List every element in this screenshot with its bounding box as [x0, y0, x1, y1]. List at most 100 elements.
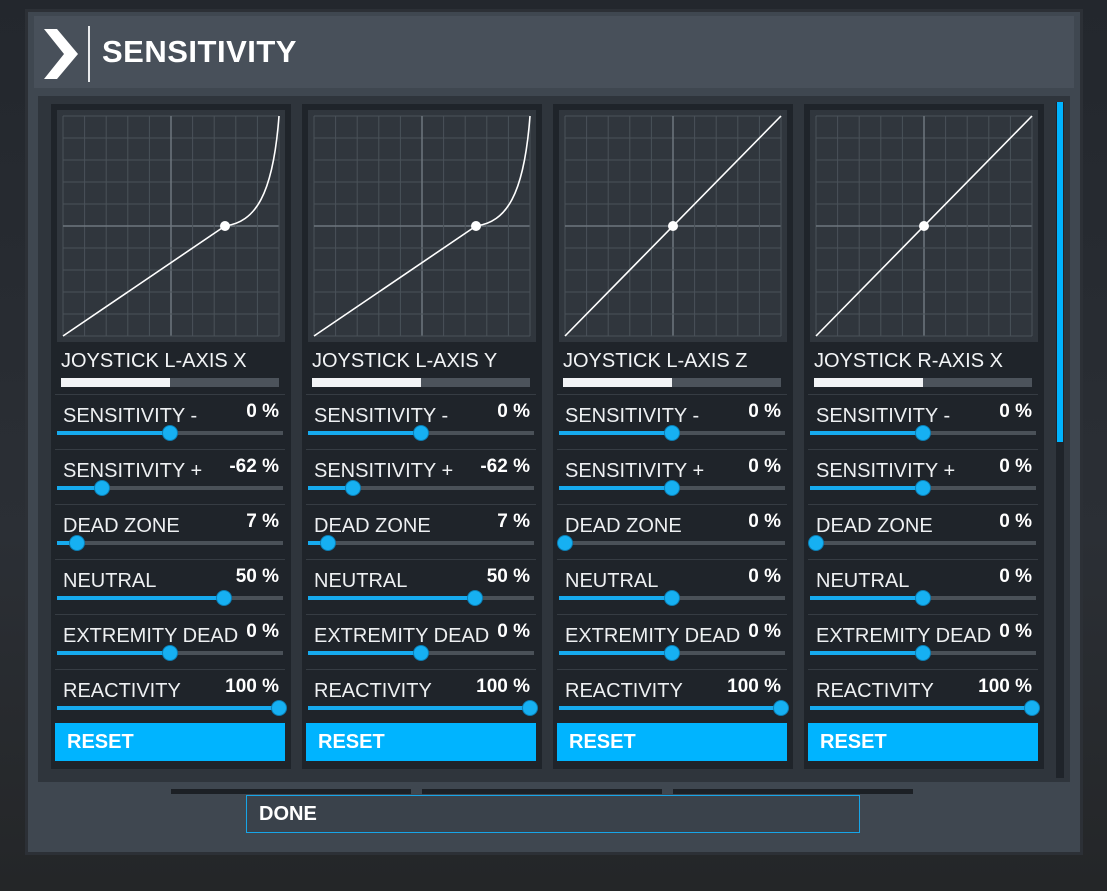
- setting-value: 0 %: [997, 511, 1032, 533]
- setting-row-sensitivity-minus[interactable]: SENSITIVITY - 0 %: [808, 394, 1038, 449]
- setting-value: 50 %: [484, 566, 530, 588]
- axis-input-bar: [563, 378, 781, 387]
- slider-handle[interactable]: [414, 426, 428, 440]
- setting-label: SENSITIVITY +: [314, 460, 454, 482]
- setting-row-reactivity[interactable]: REACTIVITY 100 %: [306, 669, 537, 724]
- setting-row-dead-zone[interactable]: DEAD ZONE 7 %: [55, 504, 285, 559]
- done-button[interactable]: DONE: [246, 795, 860, 833]
- setting-row-sensitivity-plus[interactable]: SENSITIVITY + 0 %: [557, 449, 787, 504]
- page-indicator[interactable]: [171, 789, 411, 794]
- slider-handle[interactable]: [665, 481, 679, 495]
- slider-track[interactable]: [810, 541, 1036, 545]
- slider-track[interactable]: [559, 541, 785, 545]
- slider-handle[interactable]: [916, 591, 930, 605]
- slider-handle[interactable]: [95, 481, 110, 495]
- slider-track[interactable]: [308, 706, 534, 710]
- setting-label: DEAD ZONE: [314, 515, 431, 537]
- slider-handle[interactable]: [523, 701, 537, 715]
- setting-row-reactivity[interactable]: REACTIVITY 100 %: [557, 669, 788, 724]
- slider-handle[interactable]: [665, 591, 679, 605]
- setting-label: SENSITIVITY -: [63, 405, 198, 427]
- setting-row-sensitivity-minus[interactable]: SENSITIVITY - 0 %: [306, 394, 536, 449]
- chevron-right-icon: [44, 29, 78, 79]
- slider-handle[interactable]: [665, 426, 679, 440]
- setting-row-dead-zone[interactable]: DEAD ZONE 7 %: [306, 504, 536, 559]
- setting-value: 0 %: [997, 456, 1032, 478]
- setting-row-neutral[interactable]: NEUTRAL 50 %: [55, 559, 285, 614]
- reset-button[interactable]: RESET: [306, 723, 536, 761]
- slider-handle[interactable]: [558, 536, 572, 550]
- axis-column: JOYSTICK R-AXIS X SENSITIVITY -0 % SENSITI…: [804, 104, 1044, 769]
- slider-track[interactable]: [57, 486, 283, 490]
- setting-row-neutral[interactable]: NEUTRAL 50 %: [306, 559, 536, 614]
- setting-value: 0 %: [495, 621, 530, 643]
- slider-fill: [810, 706, 1036, 710]
- setting-label: EXTREMITY DEAD ZONE: [314, 625, 494, 647]
- vertical-scrollbar[interactable]: [1056, 102, 1064, 778]
- slider-fill: [810, 651, 923, 655]
- reset-button[interactable]: RESET: [557, 723, 787, 761]
- slider-handle[interactable]: [163, 426, 177, 440]
- axis-column: JOYSTICK L-AXIS Y SENSITIVITY -0 % SENSITI…: [302, 104, 542, 769]
- reset-button[interactable]: RESET: [808, 723, 1038, 761]
- setting-row-sensitivity-minus[interactable]: SENSITIVITY - 0 %: [557, 394, 787, 449]
- slider-fill: [57, 486, 103, 490]
- slider-handle[interactable]: [468, 591, 483, 605]
- setting-row-dead-zone[interactable]: DEAD ZONE 0 %: [557, 504, 787, 559]
- dialog-header: SENSITIVITY: [34, 16, 1074, 88]
- setting-value: -62 %: [478, 456, 530, 478]
- response-curve-graph: [308, 110, 536, 342]
- slider-fill: [308, 651, 421, 655]
- slider-track[interactable]: [57, 541, 283, 545]
- setting-row-dead-zone[interactable]: DEAD ZONE 0 %: [808, 504, 1038, 559]
- slider-track[interactable]: [308, 596, 534, 600]
- setting-label: NEUTRAL: [63, 570, 157, 592]
- setting-row-neutral[interactable]: NEUTRAL 0 %: [808, 559, 1038, 614]
- slider-handle[interactable]: [346, 481, 361, 495]
- setting-row-sensitivity-plus[interactable]: SENSITIVITY + 0 %: [808, 449, 1038, 504]
- slider-handle[interactable]: [217, 591, 232, 605]
- setting-row-reactivity[interactable]: REACTIVITY 100 %: [55, 669, 286, 724]
- slider-handle[interactable]: [916, 646, 930, 660]
- slider-handle[interactable]: [774, 701, 788, 715]
- slider-handle[interactable]: [321, 536, 336, 550]
- slider-handle[interactable]: [414, 646, 428, 660]
- current-input-dot: [919, 221, 929, 231]
- setting-row-neutral[interactable]: NEUTRAL 0 %: [557, 559, 787, 614]
- slider-handle[interactable]: [1025, 701, 1039, 715]
- slider-track[interactable]: [559, 706, 785, 710]
- slider-handle[interactable]: [916, 426, 930, 440]
- setting-label: REACTIVITY: [816, 680, 934, 702]
- slider-fill: [810, 431, 923, 435]
- setting-label: SENSITIVITY +: [816, 460, 956, 482]
- page-indicator[interactable]: [422, 789, 662, 794]
- slider-handle[interactable]: [163, 646, 177, 660]
- slider-handle[interactable]: [272, 701, 286, 715]
- slider-track[interactable]: [308, 541, 534, 545]
- setting-label: REACTIVITY: [565, 680, 683, 702]
- setting-value: 50 %: [233, 566, 279, 588]
- setting-label: NEUTRAL: [816, 570, 910, 592]
- slider-track[interactable]: [57, 706, 283, 710]
- slider-handle[interactable]: [916, 481, 930, 495]
- reset-button[interactable]: RESET: [55, 723, 285, 761]
- setting-value: 0 %: [746, 621, 781, 643]
- slider-track[interactable]: [810, 706, 1036, 710]
- setting-row-sensitivity-minus[interactable]: SENSITIVITY - 0 %: [55, 394, 285, 449]
- slider-track[interactable]: [57, 596, 283, 600]
- setting-row-reactivity[interactable]: REACTIVITY 100 %: [808, 669, 1039, 724]
- page-indicator[interactable]: [673, 789, 913, 794]
- slider-fill: [308, 431, 421, 435]
- setting-row-sensitivity-plus[interactable]: SENSITIVITY + -62 %: [306, 449, 536, 504]
- setting-row-sensitivity-plus[interactable]: SENSITIVITY + -62 %: [55, 449, 285, 504]
- slider-handle[interactable]: [665, 646, 679, 660]
- vertical-scrollbar-thumb[interactable]: [1057, 102, 1063, 442]
- slider-fill: [57, 706, 283, 710]
- slider-track[interactable]: [308, 486, 534, 490]
- slider-handle[interactable]: [809, 536, 823, 550]
- slider-handle[interactable]: [70, 536, 85, 550]
